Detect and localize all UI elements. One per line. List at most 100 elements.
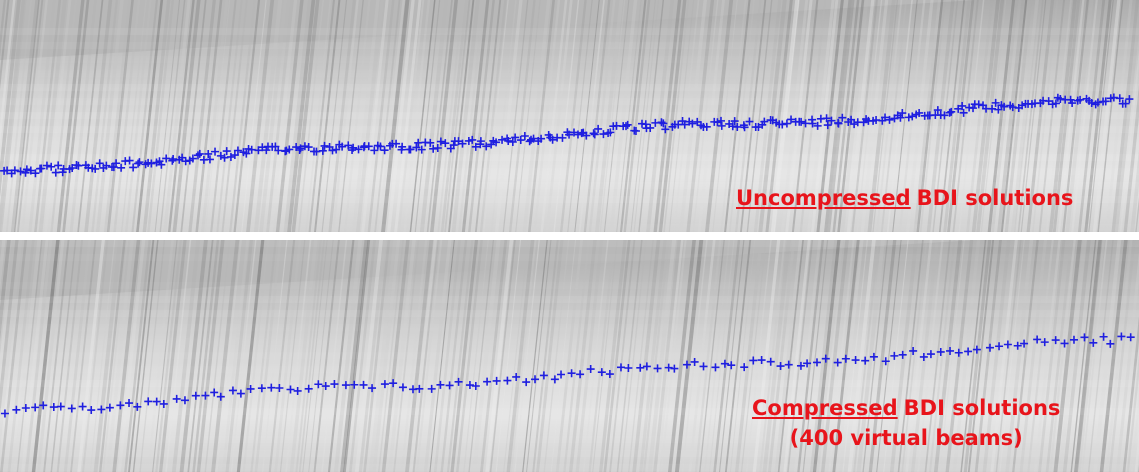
stripe — [982, 240, 1011, 472]
stripe — [862, 240, 889, 472]
cross — [341, 381, 350, 390]
stripe — [295, 240, 322, 472]
cross — [1060, 339, 1069, 348]
stripe — [403, 0, 431, 232]
cross — [3, 166, 12, 175]
stripe — [332, 0, 359, 232]
stripe — [414, 0, 441, 232]
cross — [458, 139, 467, 148]
stripe — [910, 240, 939, 472]
cross — [851, 356, 860, 365]
cross — [861, 356, 870, 365]
cross — [97, 405, 106, 414]
stripe — [1093, 240, 1122, 472]
cross — [1093, 98, 1102, 107]
stripe — [69, 0, 98, 232]
cross — [1099, 332, 1108, 341]
row-shade — [0, 56, 1139, 63]
stripe — [553, 0, 580, 232]
stripe — [734, 240, 763, 472]
cross — [16, 167, 25, 176]
stripe — [241, 0, 267, 232]
cross — [512, 372, 521, 381]
cross — [659, 119, 668, 128]
stripe — [117, 240, 146, 472]
stripe — [210, 0, 237, 232]
label-text: BDI solutions — [916, 186, 1074, 210]
stripe — [958, 0, 985, 232]
stripe — [1111, 0, 1139, 232]
stripe — [532, 240, 559, 472]
stripe — [809, 240, 838, 472]
cross — [433, 143, 442, 152]
stripe — [99, 240, 126, 472]
stripe — [34, 0, 62, 232]
stripe — [1062, 240, 1091, 472]
stripe — [387, 240, 416, 472]
cross — [350, 380, 359, 389]
stripe — [1119, 0, 1139, 232]
stripe — [762, 240, 791, 472]
stripe — [0, 0, 21, 232]
stripe — [221, 0, 248, 232]
stripe — [56, 0, 85, 232]
cross — [436, 380, 445, 389]
cross — [193, 151, 202, 160]
stripe — [1049, 240, 1076, 472]
stripe — [308, 0, 335, 232]
stripe — [971, 0, 1000, 232]
cross — [599, 130, 608, 139]
stripe — [302, 240, 328, 472]
stripe — [773, 0, 800, 232]
cross — [10, 166, 19, 175]
cross — [1033, 335, 1042, 344]
cross — [275, 383, 284, 392]
cross — [1106, 339, 1115, 348]
stripe — [349, 240, 376, 472]
cross — [415, 384, 424, 393]
cross — [740, 123, 749, 132]
stripe — [468, 240, 495, 472]
stripe — [102, 240, 129, 472]
stripe — [633, 0, 660, 232]
cross — [21, 404, 30, 413]
cross — [436, 137, 445, 146]
stripe — [1010, 0, 1040, 232]
cross — [406, 145, 415, 154]
cross — [995, 342, 1004, 351]
cross — [1003, 340, 1012, 349]
stripe — [494, 0, 523, 232]
stripe — [802, 240, 829, 472]
cross — [573, 130, 582, 139]
stripe — [924, 240, 951, 472]
stripe — [588, 0, 616, 232]
stripe — [201, 0, 229, 232]
cross — [162, 154, 171, 163]
stripe — [705, 0, 734, 232]
stripe — [812, 240, 841, 472]
cross — [503, 376, 512, 385]
cross — [117, 163, 126, 172]
stripe — [681, 240, 708, 472]
stripe — [799, 0, 827, 232]
cross — [690, 357, 699, 366]
cross — [328, 146, 337, 155]
cross — [869, 352, 878, 361]
stripe — [995, 240, 1022, 472]
stripe — [229, 0, 256, 232]
cross — [412, 143, 421, 152]
cross — [969, 104, 978, 113]
panel-label: Compressed BDI solutions (400 virtual bea… — [752, 396, 1060, 450]
stripe — [1057, 0, 1085, 232]
stripe — [461, 0, 490, 232]
stripe — [697, 0, 725, 232]
cross — [135, 158, 144, 167]
stripe — [490, 0, 517, 232]
cross — [274, 146, 283, 155]
stripe — [820, 240, 849, 472]
cross — [1115, 94, 1124, 103]
cross — [522, 378, 531, 387]
stripe — [999, 240, 1025, 472]
cross — [646, 123, 655, 132]
row-shade — [0, 408, 1139, 415]
